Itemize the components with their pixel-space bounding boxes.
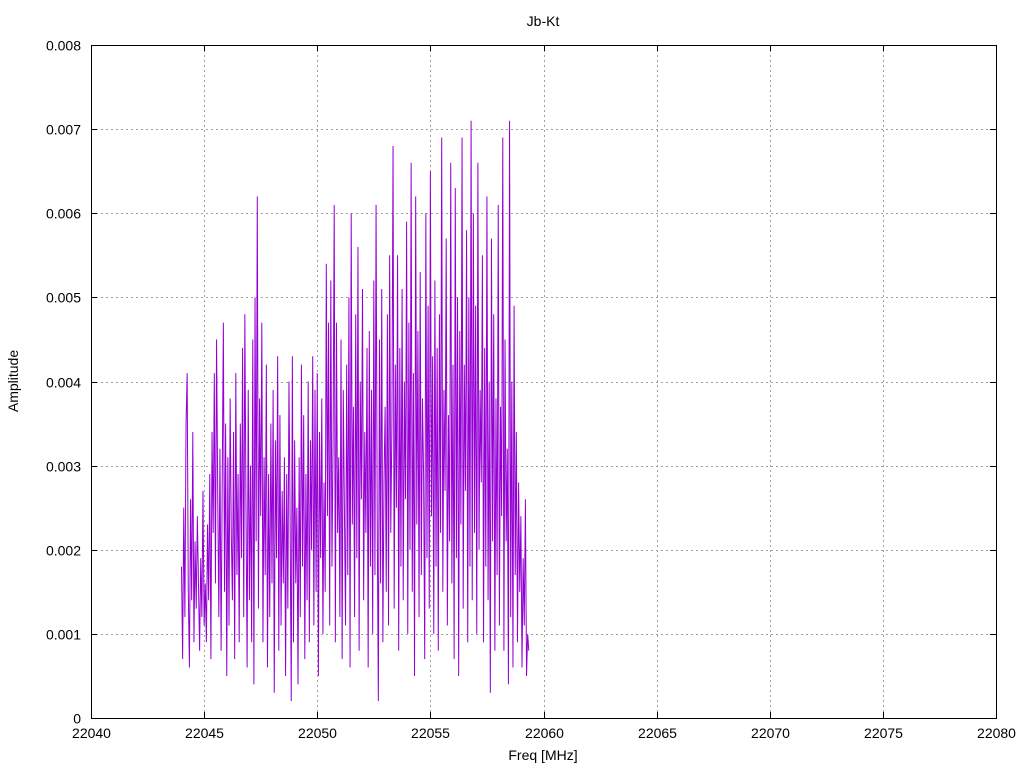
y-tick-label: 0.008: [46, 38, 81, 54]
axis-ticks: [91, 45, 997, 719]
chart-title: Jb-Kt: [527, 13, 560, 29]
x-tick-label: 22040: [72, 725, 111, 741]
y-tick-labels: 0 0.001 0.002 0.003 0.004 0.005 0.006 0.007 0.00…: [46, 38, 81, 727]
y-tick-label: 0.005: [46, 290, 81, 306]
x-tick-label: 22050: [298, 725, 337, 741]
y-tick-label: 0.002: [46, 543, 81, 559]
y-tick-label: 0.004: [46, 375, 81, 391]
x-tick-label: 22075: [864, 725, 903, 741]
y-axis-label: Amplitude: [5, 350, 21, 412]
y-tick-label: 0: [73, 711, 81, 727]
x-axis-label: Freq [MHz]: [508, 747, 577, 763]
y-tick-label: 0.006: [46, 206, 81, 222]
x-tick-label: 22065: [638, 725, 677, 741]
y-tick-label: 0.007: [46, 122, 81, 138]
x-tick-label: 22070: [751, 725, 790, 741]
x-tick-label: 22080: [977, 725, 1016, 741]
y-tick-label: 0.001: [46, 627, 81, 643]
x-tick-label: 22060: [525, 725, 564, 741]
x-tick-label: 22055: [411, 725, 450, 741]
y-tick-label: 0.003: [46, 459, 81, 475]
x-tick-label: 22045: [185, 725, 224, 741]
series-line: [181, 120, 530, 702]
x-tick-labels: 22040 22045 22050 22055 22060 22065 22070 22075…: [72, 725, 1016, 741]
